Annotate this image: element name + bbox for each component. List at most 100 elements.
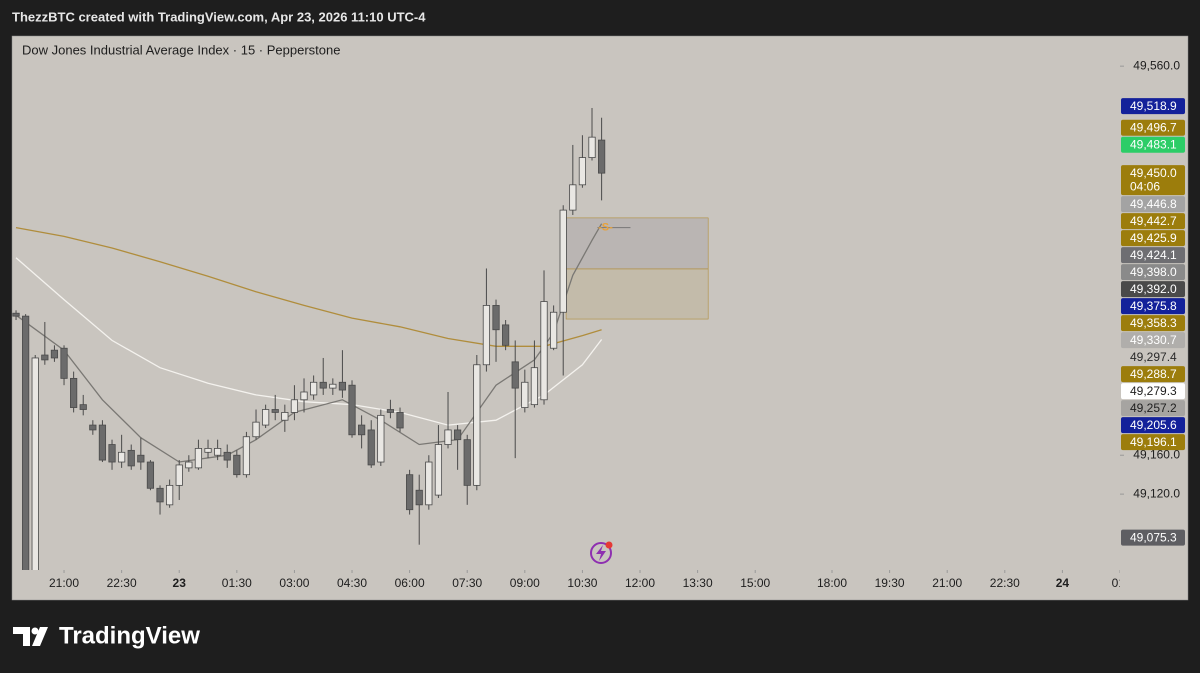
- candle-body: [89, 424, 97, 431]
- price-badge: [1121, 136, 1185, 153]
- zone: [565, 217, 709, 270]
- y-axis: 49,560.0 49,160.0 49,120.0 49,518.9 49,496.7…: [1120, 58, 1185, 546]
- price-badge-label: 49,442.7: [1130, 214, 1177, 228]
- price-badge-label: 49,257.2: [1130, 401, 1177, 415]
- candle-body: [492, 305, 500, 331]
- x-tick-label: 01:30: [222, 576, 252, 590]
- candle-body: [290, 399, 299, 413]
- candle-body: [396, 412, 404, 429]
- candle-body: [137, 454, 145, 463]
- price-badge-label: 49,392.0: [1130, 282, 1177, 296]
- price-badge-countdown: 04:06: [1130, 179, 1160, 193]
- candle-body: [271, 409, 279, 413]
- candle-body: [118, 451, 126, 463]
- x-tick-label: 13:30: [683, 576, 713, 590]
- price-badge: [1121, 98, 1185, 115]
- candle-body: [79, 404, 87, 410]
- price-badge: [1121, 230, 1185, 247]
- price-badge: [1121, 213, 1185, 230]
- candle-body: [252, 421, 260, 438]
- candle-body: [12, 312, 20, 317]
- candle-body: [204, 448, 212, 453]
- candle-body: [502, 324, 510, 346]
- candle-body: [166, 484, 174, 506]
- candle-body: [281, 412, 289, 421]
- candle-body: [175, 464, 183, 486]
- x-tick-label: 01:: [1112, 576, 1129, 590]
- candle-body: [521, 381, 529, 408]
- price-badge-label: 49,518.9: [1130, 99, 1177, 113]
- price-badge-label: 49,496.7: [1130, 120, 1177, 134]
- x-axis: 21:00 22:30 23 01:30 03:00 04:30 06:00 07:30 09:…: [49, 570, 1129, 590]
- price-badge: [1121, 315, 1185, 332]
- price-badge: [1121, 165, 1185, 196]
- candle-body: [146, 461, 155, 489]
- price-badge: [1121, 417, 1185, 434]
- candle-body: [338, 381, 347, 391]
- price-badge-label: 49,425.9: [1130, 231, 1177, 245]
- candle-body: [406, 474, 414, 511]
- x-tick-label: 12:00: [625, 576, 655, 590]
- price-badge-label: 49,196.1: [1130, 435, 1177, 449]
- x-tick-label: 04:30: [337, 576, 367, 590]
- candle-body: [329, 383, 337, 389]
- candle-body: [588, 136, 596, 158]
- candle-body: [434, 444, 443, 496]
- brand-logo: [13, 627, 48, 646]
- x-tick-label: 10:30: [567, 576, 597, 590]
- candle-body: [242, 436, 251, 476]
- candle-body: [425, 461, 433, 506]
- candle-body: [310, 381, 318, 396]
- price-badge: [1121, 400, 1185, 417]
- price-badge-label: 49,375.8: [1130, 299, 1177, 313]
- y-tick-label: 49,160.0: [1133, 447, 1180, 461]
- price-badge: [1121, 298, 1185, 315]
- price-badge-label: 49,297.4: [1130, 350, 1177, 364]
- candle-body: [108, 444, 116, 463]
- candle-body: [22, 315, 30, 570]
- candle-body: [444, 429, 452, 445]
- candle-body: [377, 414, 385, 463]
- candle-body: [511, 361, 519, 389]
- price-badge-label: 49,446.8: [1130, 197, 1177, 211]
- candle-body: [415, 489, 423, 506]
- price-badge-label: 49,450.0: [1130, 166, 1177, 180]
- candle-body: [386, 409, 395, 413]
- candle-body: [31, 357, 39, 570]
- price-badge: [1121, 383, 1185, 400]
- price-badge: [1121, 196, 1185, 213]
- price-badge-label: 49,288.7: [1130, 367, 1177, 381]
- x-tick-label: 07:30: [452, 576, 482, 590]
- candle-body: [98, 424, 107, 461]
- candle-body: [156, 487, 164, 503]
- price-badge-label: 49,424.1: [1130, 248, 1177, 262]
- candle-body: [223, 451, 231, 461]
- x-tick-label: 21:00: [49, 576, 79, 590]
- price-badge: [1121, 119, 1185, 136]
- x-tick-label: 18:00: [817, 576, 847, 590]
- x-tick-label: 06:00: [395, 576, 425, 590]
- candle-body: [569, 184, 577, 211]
- candle-body: [214, 448, 222, 456]
- plot-area: -S-: [12, 107, 709, 570]
- candle-body: [60, 347, 68, 379]
- price-badge-label: 49,398.0: [1130, 265, 1177, 279]
- candle-body: [559, 209, 567, 313]
- moving-average: [15, 226, 602, 347]
- x-tick-label: 15:00: [740, 576, 770, 590]
- candle-body: [50, 349, 59, 359]
- price-badge: [1121, 529, 1185, 546]
- candle-body: [233, 454, 241, 476]
- candle-body: [262, 409, 270, 426]
- x-tick-label: 22:30: [990, 576, 1020, 590]
- price-badge: [1121, 281, 1185, 298]
- price-badge-label: 49,205.6: [1130, 418, 1177, 432]
- x-tick-label: 23: [173, 576, 187, 590]
- zone: [565, 268, 709, 320]
- price-badge-label: 49,330.7: [1130, 333, 1177, 347]
- candle-body: [473, 364, 481, 486]
- annotation-text: -S-: [598, 222, 613, 234]
- price-badge: [1121, 434, 1185, 451]
